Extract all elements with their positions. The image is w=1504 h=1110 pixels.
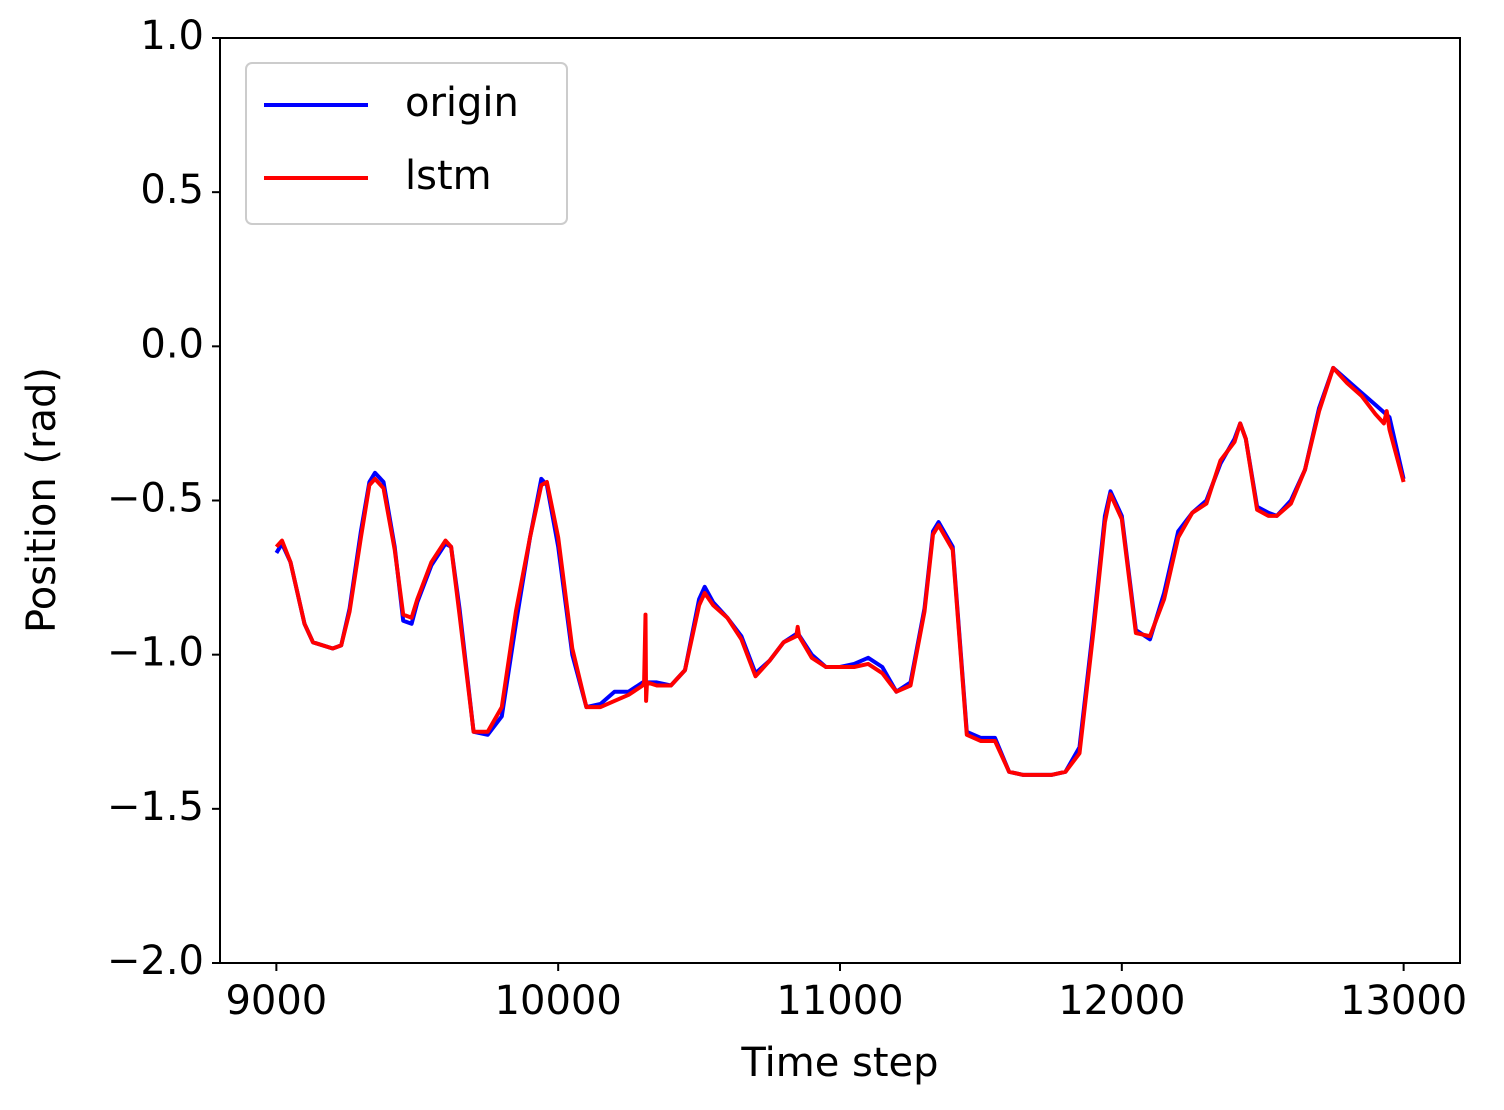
x-tick-label: 10000 bbox=[495, 978, 622, 1024]
legend-label: lstm bbox=[405, 153, 492, 199]
y-axis-label: Position (rad) bbox=[19, 367, 65, 633]
y-tick-label: −1.5 bbox=[107, 784, 204, 830]
x-tick-label: 9000 bbox=[225, 978, 327, 1024]
line-series bbox=[274, 365, 1406, 777]
y-tick-label: 0.0 bbox=[140, 321, 204, 367]
y-tick-label: 0.5 bbox=[140, 167, 204, 213]
x-tick-label: 13000 bbox=[1340, 978, 1467, 1024]
plot-frame bbox=[219, 37, 1461, 964]
y-tick-label: 1.0 bbox=[140, 13, 204, 59]
y-tick-label: −1.0 bbox=[107, 630, 204, 676]
x-tick-label: 12000 bbox=[1058, 978, 1185, 1024]
legend-label: origin bbox=[405, 80, 519, 126]
x-tick-label: 11000 bbox=[776, 978, 903, 1024]
x-axis-label: Time step bbox=[740, 1040, 938, 1086]
line-series bbox=[274, 365, 1406, 777]
y-tick-label: −0.5 bbox=[107, 476, 204, 522]
y-tick-label: −2.0 bbox=[107, 938, 204, 984]
